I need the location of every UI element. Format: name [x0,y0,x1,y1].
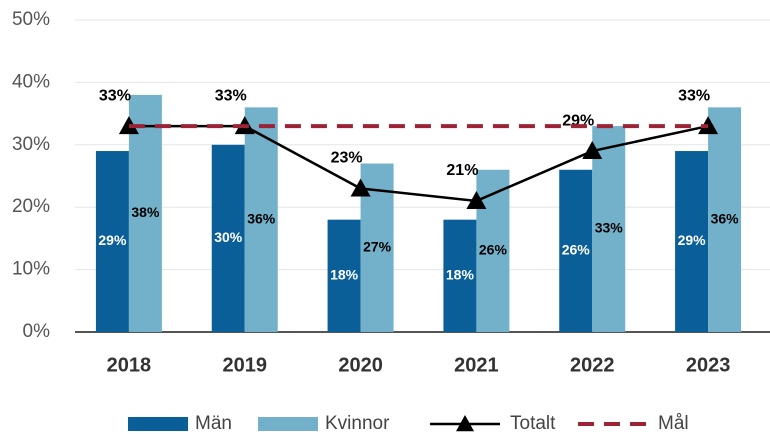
bar [443,219,477,332]
legend-label: Mål [658,413,689,434]
x-tick-label: 2023 [686,354,731,376]
legend-label: Totalt [510,413,556,434]
bar-value-label: 27% [363,238,392,254]
legend-swatch [258,417,318,431]
total-value-label: 33% [678,87,710,104]
bar-value-label: 18% [446,267,475,283]
bar-value-label: 18% [330,267,359,283]
x-tick-label: 2019 [223,354,268,376]
y-tick-label: 30% [12,134,50,155]
bar-value-label: 36% [711,210,740,226]
legend-label: Män [195,413,232,434]
y-tick-label: 10% [12,259,50,280]
legend-marker [456,415,474,432]
y-tick-label: 50% [12,9,50,30]
bar [95,151,129,332]
bar [211,144,245,332]
bar [675,151,709,332]
legend-swatch [128,417,188,431]
bar-value-label: 29% [678,232,707,248]
bar-value-label: 38% [131,204,160,220]
bar-value-label: 26% [562,242,591,258]
total-marker [466,190,487,209]
total-marker [582,141,603,160]
bar [476,169,510,332]
bar [592,126,626,332]
bar-value-label: 33% [595,220,624,236]
bar [708,107,742,332]
total-line [128,124,709,203]
legend-label: Kvinnor [325,413,390,434]
x-tick-label: 2018 [107,354,152,376]
y-tick-label: 40% [12,71,50,92]
x-tick-label: 2022 [570,354,615,376]
bar-value-label: 30% [214,229,243,245]
total-value-label: 23% [331,150,363,167]
x-tick-label: 2020 [338,354,383,376]
total-value-label: 33% [215,87,247,104]
bar [327,219,361,332]
total-value-label: 21% [446,162,478,179]
bar [559,169,593,332]
total-value-label: 33% [99,87,131,104]
bar [244,107,278,332]
bar [128,94,162,332]
bar-value-label: 26% [479,242,508,258]
y-tick-label: 0% [23,321,51,342]
total-marker [350,178,371,197]
bar-value-label: 36% [247,210,276,226]
bar-value-label: 29% [98,232,127,248]
y-tick-label: 20% [12,196,50,217]
x-tick-label: 2021 [454,354,499,376]
